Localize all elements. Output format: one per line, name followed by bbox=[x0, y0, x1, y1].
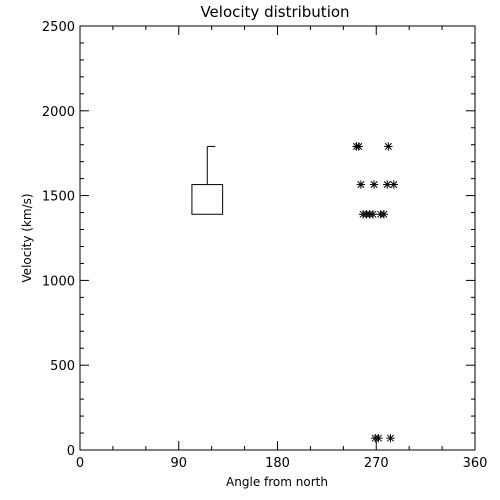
data-point bbox=[354, 142, 363, 151]
summary-box bbox=[191, 184, 224, 215]
y-tick-label: 1500 bbox=[42, 190, 75, 205]
data-point bbox=[384, 142, 393, 151]
data-point bbox=[383, 180, 392, 189]
x-tick-label: 360 bbox=[463, 456, 488, 471]
axis-ticks: 0 90 180 270 360 0 500 1000 1500 2000 2500 bbox=[42, 20, 488, 471]
data-point bbox=[374, 433, 383, 443]
y-axis-label: Velocity (km/s) bbox=[20, 193, 34, 282]
data-point bbox=[369, 180, 379, 189]
y-tick-label: 1000 bbox=[42, 274, 75, 289]
data-point bbox=[356, 180, 366, 189]
chart-title: Velocity distribution bbox=[200, 3, 349, 21]
y-tick-label: 2500 bbox=[42, 20, 75, 35]
data-point bbox=[389, 180, 399, 189]
y-tick-label: 0 bbox=[67, 444, 75, 459]
plot-frame bbox=[79, 25, 476, 451]
x-tick-label: 90 bbox=[170, 456, 187, 471]
data-point bbox=[379, 210, 389, 219]
x-tick-label: 0 bbox=[76, 456, 84, 471]
data-marks bbox=[191, 142, 399, 443]
x-tick-label: 270 bbox=[364, 456, 389, 471]
y-tick-label: 2000 bbox=[42, 105, 75, 120]
x-axis-label: Angle from north bbox=[226, 475, 328, 489]
data-point bbox=[386, 433, 395, 443]
y-tick-label: 500 bbox=[50, 359, 75, 374]
x-tick-label: 180 bbox=[265, 456, 290, 471]
data-point bbox=[368, 210, 378, 219]
